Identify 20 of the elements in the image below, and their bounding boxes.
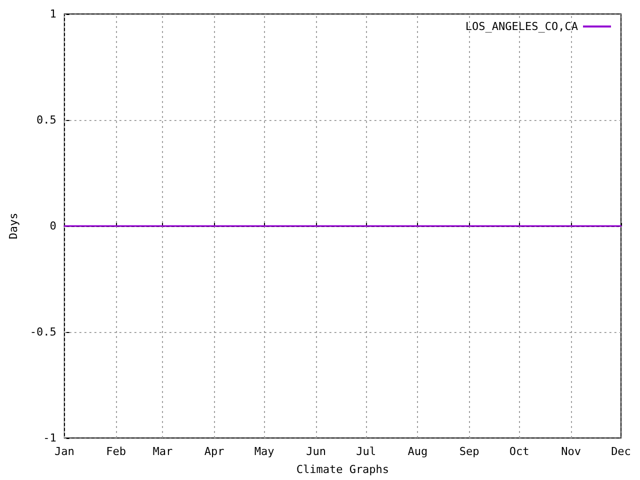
x-tick-label: May <box>254 445 275 458</box>
y-axis-title: Days <box>7 212 20 240</box>
y-tick-label: -0.5 <box>30 326 56 338</box>
x-tick-label: Feb <box>106 445 126 458</box>
x-tick-label: Jul <box>356 445 376 458</box>
y-tick-label: 1 <box>50 8 56 20</box>
x-tick-label: Jun <box>306 445 326 458</box>
x-tick-label: Nov <box>561 445 582 458</box>
y-tick-label: -1 <box>43 432 56 444</box>
x-tick-label: Aug <box>408 445 428 458</box>
x-tick-label: Dec <box>611 445 631 458</box>
x-tick-label: Mar <box>152 445 174 458</box>
y-tick-label: 0 <box>50 220 56 232</box>
y-tick-label: 0.5 <box>36 114 56 126</box>
x-tick-label: Jan <box>54 445 74 458</box>
x-tick-label: Apr <box>204 445 225 458</box>
x-axis-title: Climate Graphs <box>296 463 390 476</box>
legend-label: LOS_ANGELES_CO,CA <box>465 20 578 33</box>
x-tick-label: Oct <box>509 445 530 458</box>
x-tick-label: Sep <box>459 445 480 458</box>
